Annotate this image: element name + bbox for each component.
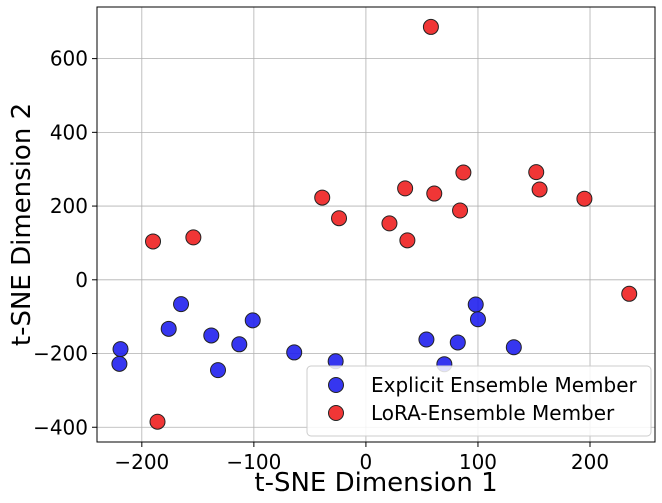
legend: Explicit Ensemble Member LoRA-Ensemble M… bbox=[306, 365, 652, 437]
explicit-ensemble-point bbox=[210, 362, 227, 379]
lora-ensemble-point bbox=[621, 285, 638, 302]
y-tick-label: 400 bbox=[50, 120, 88, 144]
lora-ensemble-point bbox=[422, 18, 439, 35]
lora-ensemble-point bbox=[399, 232, 416, 249]
y-tick-label: 0 bbox=[75, 268, 88, 292]
legend-label-lora: LoRA-Ensemble Member bbox=[371, 401, 615, 425]
gridlines bbox=[97, 7, 655, 442]
explicit-ensemble-point bbox=[286, 344, 303, 361]
x-axis-title: t-SNE Dimension 1 bbox=[254, 468, 497, 498]
explicit-ensemble-point bbox=[173, 296, 190, 313]
explicit-ensemble-point bbox=[505, 339, 522, 356]
explicit-ensemble-point bbox=[449, 334, 466, 351]
legend-box bbox=[306, 365, 652, 437]
y-tick-label: 600 bbox=[50, 47, 88, 71]
plot-frame bbox=[96, 6, 656, 443]
explicit-ensemble-point bbox=[111, 355, 128, 372]
y-axis-ticks: −400 −200 0 200 400 600 bbox=[33, 47, 97, 439]
x-tick-label: −100 bbox=[226, 450, 281, 474]
explicit-ensemble-point bbox=[160, 320, 177, 337]
lora-ensemble-point bbox=[397, 180, 414, 197]
legend-label-explicit: Explicit Ensemble Member bbox=[371, 373, 638, 397]
legend-marker-explicit bbox=[328, 377, 344, 393]
explicit-ensemble-point bbox=[418, 331, 435, 348]
x-tick-label: −200 bbox=[114, 450, 169, 474]
lora-ensemble-point bbox=[452, 202, 469, 219]
lora-ensemble-point bbox=[426, 185, 443, 202]
lora-ensemble-point bbox=[381, 215, 398, 232]
lora-ensemble-point bbox=[576, 190, 593, 207]
lora-ensemble-point bbox=[331, 210, 348, 227]
lora-ensemble-point bbox=[531, 181, 548, 198]
y-tick-label: 200 bbox=[50, 194, 88, 218]
explicit-ensemble-point bbox=[231, 336, 248, 353]
explicit-ensemble-point bbox=[203, 327, 220, 344]
x-tick-label: 100 bbox=[459, 450, 497, 474]
data-points bbox=[111, 18, 638, 430]
lora-ensemble-point bbox=[149, 413, 166, 430]
lora-ensemble-point bbox=[185, 229, 202, 246]
lora-ensemble-point bbox=[145, 233, 162, 250]
explicit-ensemble-point bbox=[467, 296, 484, 313]
lora-ensemble-point bbox=[528, 164, 545, 181]
y-tick-label: −200 bbox=[33, 342, 88, 366]
y-axis-title: t-SNE Dimension 2 bbox=[7, 103, 37, 346]
x-tick-label: 200 bbox=[571, 450, 609, 474]
legend-marker-lora bbox=[328, 405, 344, 421]
explicit-ensemble-point bbox=[244, 312, 261, 329]
x-axis-ticks: −200 −100 0 100 200 bbox=[114, 442, 609, 474]
explicit-ensemble-point bbox=[112, 341, 129, 358]
lora-ensemble-point bbox=[455, 164, 472, 181]
x-tick-label: 0 bbox=[360, 450, 373, 474]
lora-ensemble-point bbox=[314, 189, 331, 206]
explicit-ensemble-point bbox=[469, 311, 486, 328]
y-tick-label: −400 bbox=[33, 415, 88, 439]
